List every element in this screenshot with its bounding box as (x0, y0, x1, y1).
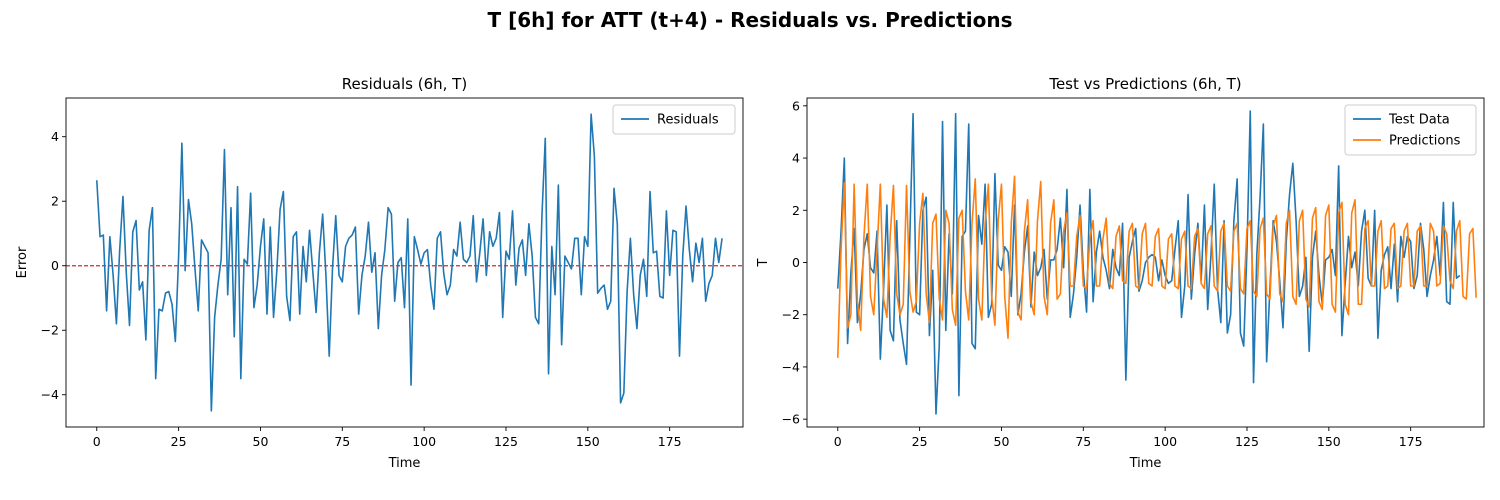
legend-box (1344, 104, 1477, 156)
x-tick-label: 75 (334, 434, 350, 449)
series-line-test-data (836, 110, 1461, 415)
x-tick-label: 125 (494, 434, 518, 449)
x-axis-label: Time (388, 456, 421, 471)
test-vs-predictions-chart: Test vs Predictions (6h, T) 0 25 50 75 100 125… (756, 75, 1485, 471)
y-tick-label: 2 (792, 203, 800, 218)
x-tick-label: 0 (93, 434, 101, 449)
legend: Residuals (612, 104, 736, 135)
x-tick-label: 150 (576, 434, 600, 449)
axes-title: Residuals (6h, T) (342, 75, 467, 93)
x-tick-label: 100 (1153, 434, 1177, 449)
x-tick-label: 125 (1235, 434, 1259, 449)
y-axis-label: Error (15, 246, 30, 278)
legend: Test Data Predictions (1344, 104, 1477, 156)
y-tick-label: −2 (41, 323, 59, 338)
x-tick-label: 25 (912, 434, 928, 449)
axes-frame (65, 97, 744, 428)
series-line-predictions (836, 175, 1477, 358)
y-tick-label: 2 (51, 194, 59, 209)
x-tick-label: 75 (1075, 434, 1091, 449)
x-tick-label: 0 (834, 434, 842, 449)
figure-title: T [6h] for ATT (t+4) - Residuals vs. Pre… (487, 8, 1012, 32)
x-axis-label: Time (1129, 456, 1162, 471)
y-tick-label: −4 (782, 359, 800, 374)
legend-label: Test Data (1388, 113, 1450, 128)
residuals-chart: Residuals (6h, T) 0 25 50 75 100 125 150 175 −4 −2… (15, 75, 744, 471)
axes-title: Test vs Predictions (6h, T) (1048, 75, 1241, 93)
x-tick-label: 25 (171, 434, 187, 449)
x-tick-label: 150 (1317, 434, 1341, 449)
legend-label: Predictions (1389, 134, 1461, 149)
y-tick-label: 0 (51, 258, 59, 273)
y-tick-label: 0 (792, 255, 800, 270)
y-tick-label: −2 (782, 307, 800, 322)
series-line-residuals (95, 113, 723, 412)
y-tick-label: 4 (792, 151, 800, 166)
x-tick-label: 50 (253, 434, 269, 449)
y-tick-label: 4 (51, 129, 59, 144)
legend-box (612, 104, 736, 135)
y-tick-label: 6 (792, 98, 800, 113)
x-tick-label: 50 (994, 434, 1010, 449)
x-tick-label: 100 (412, 434, 436, 449)
y-tick-label: −6 (782, 412, 800, 427)
legend-label: Residuals (657, 113, 719, 128)
y-axis-label: T (756, 258, 771, 267)
y-tick-label: −4 (41, 387, 59, 402)
x-tick-label: 175 (1399, 434, 1423, 449)
x-tick-label: 175 (658, 434, 682, 449)
